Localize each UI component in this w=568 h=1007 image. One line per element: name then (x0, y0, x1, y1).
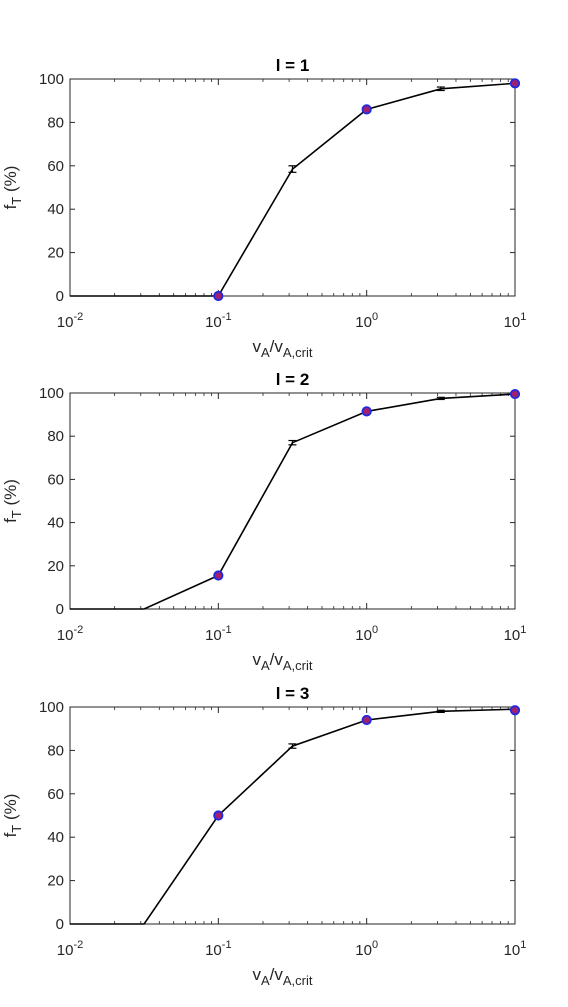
y-tick-label: 100 (39, 385, 64, 402)
y-tick-label: 0 (56, 916, 64, 933)
x-tick-label: 10-1 (205, 624, 231, 644)
y-tick-label: 20 (47, 558, 64, 575)
x-tick-label: 101 (504, 939, 527, 959)
error-bar (288, 743, 297, 749)
chart-title: l = 2 (276, 370, 310, 389)
x-axis-label: vA/vA,crit (252, 337, 312, 360)
y-tick-label: 100 (39, 71, 64, 88)
data-point-marker (361, 714, 372, 726)
x-tick-label: 10-2 (57, 939, 83, 959)
y-tick-label: 0 (56, 288, 64, 305)
plot-frame (69, 78, 516, 297)
y-tick-label: 0 (56, 601, 64, 618)
data-point-marker (361, 104, 372, 115)
chart-title: l = 1 (276, 56, 310, 75)
x-tick-label: 100 (355, 939, 378, 959)
y-axis-label: fT (%) (1, 479, 24, 523)
y-tick-label: 60 (47, 158, 64, 175)
x-tick-label: 10-2 (57, 624, 83, 644)
y-tick-label: 100 (39, 699, 64, 716)
y-tick-label: 40 (47, 829, 64, 846)
data-point-marker (213, 570, 224, 581)
data-point-marker (213, 810, 224, 821)
y-tick-label: 40 (47, 515, 64, 532)
y-tick-label: 60 (47, 786, 64, 803)
series-line (70, 393, 516, 610)
chart-panel-2: l = 2 0 20 40 60 80 100 10-2 10-1 100 101 vA/vA,cri… (1, 370, 526, 673)
x-axis-label: vA/vA,crit (252, 965, 312, 988)
plot-frame (69, 392, 516, 610)
series-line (70, 708, 516, 925)
y-tick-label: 40 (47, 201, 64, 218)
x-tick-label: 10-1 (205, 311, 231, 331)
y-axis-label: fT (%) (1, 794, 24, 838)
plot-frame (69, 706, 516, 925)
y-tick-label: 60 (47, 471, 64, 488)
x-tick-label: 10-1 (205, 939, 231, 959)
y-tick-label: 80 (47, 428, 64, 445)
error-bar (288, 165, 297, 173)
data-point-marker (509, 705, 521, 716)
chart-title: l = 3 (276, 684, 310, 703)
series-line (70, 82, 516, 297)
x-tick-label: 100 (355, 311, 378, 331)
data-point-marker (213, 290, 224, 302)
y-tick-label: 20 (47, 245, 64, 262)
error-bar (436, 86, 445, 92)
data-point-marker (509, 78, 521, 89)
x-tick-label: 101 (504, 311, 527, 331)
x-axis-label: vA/vA,crit (252, 650, 312, 673)
data-point-marker (361, 406, 372, 417)
y-tick-label: 80 (47, 742, 64, 759)
y-tick-label: 20 (47, 873, 64, 890)
chart-panel-1: l = 1 0 20 40 60 80 100 10-2 10-1 100 101 vA/vA,cri… (1, 56, 526, 360)
error-bar (436, 709, 445, 714)
error-bar (436, 396, 445, 401)
data-point-marker (509, 388, 521, 400)
error-bar (288, 439, 297, 446)
x-tick-label: 101 (504, 624, 527, 644)
y-tick-label: 80 (47, 114, 64, 131)
x-tick-label: 100 (355, 624, 378, 644)
chart-panel-3: l = 3 0 20 40 60 80 100 10-2 10-1 100 101 vA/vA,cri… (1, 684, 526, 988)
x-tick-label: 10-2 (57, 311, 83, 331)
y-axis-label: fT (%) (1, 166, 24, 210)
